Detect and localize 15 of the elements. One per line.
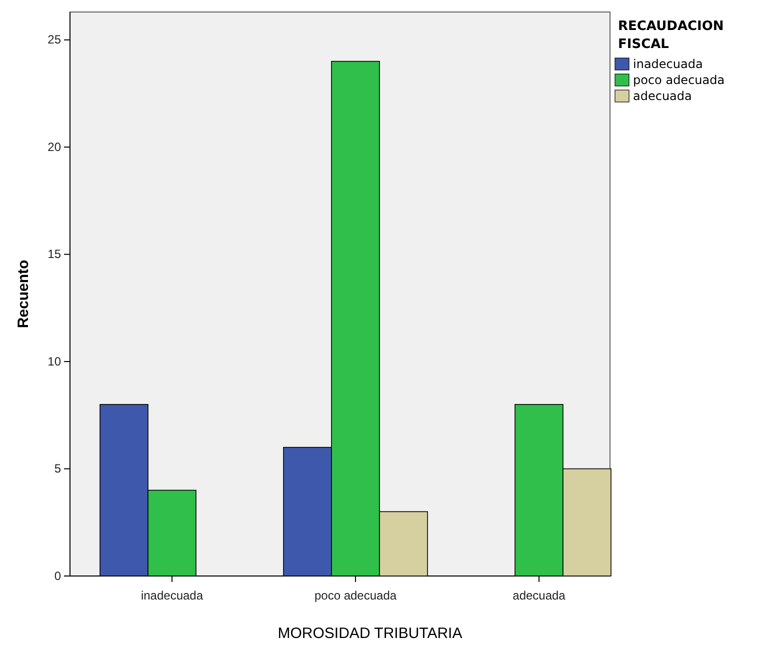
x-tick-label: poco adecuada bbox=[314, 588, 397, 602]
legend-label: inadecuada bbox=[633, 57, 703, 71]
y-tick-label: 0 bbox=[54, 568, 62, 583]
legend-label: poco adecuada bbox=[633, 73, 725, 87]
y-tick-label: 10 bbox=[48, 354, 62, 368]
y-tick-label: 25 bbox=[48, 32, 62, 47]
y-axis-title: Recuento bbox=[15, 260, 32, 328]
legend-title: RECAUDACION FISCAL bbox=[618, 19, 724, 52]
y-tick-label: 20 bbox=[48, 140, 62, 154]
x-tick-label: adecuada bbox=[512, 588, 566, 602]
x-tick-label: inadecuada bbox=[140, 588, 204, 602]
y-tick-label: 5 bbox=[54, 462, 62, 476]
y-tick-label: 15 bbox=[48, 247, 62, 262]
legend-label: adecuada bbox=[633, 89, 692, 103]
x-axis-title: MOROSIDAD TRIBUTARIA bbox=[278, 625, 462, 642]
